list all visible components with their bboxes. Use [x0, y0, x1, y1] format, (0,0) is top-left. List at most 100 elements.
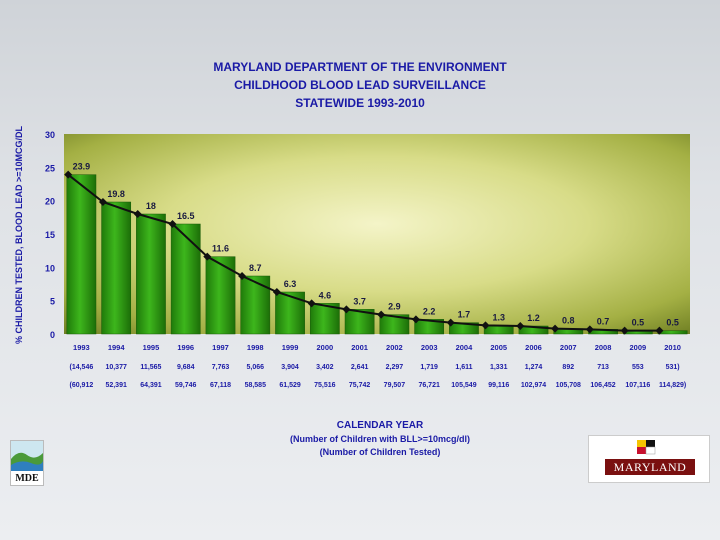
- x-tick-label: 2006: [525, 343, 542, 352]
- elevated-count-label: 892: [562, 364, 574, 371]
- x-tick-label: 2009: [629, 343, 646, 352]
- elevated-count-label: 1,274: [525, 364, 543, 371]
- elevated-count-label: 3,904: [281, 364, 299, 371]
- mde-logo-text: MDE: [15, 473, 39, 484]
- data-labels: 23.9 19.8 18 16.5 11.6 8.7 6.3 4.6 3.7 2.9 2.2 1.7 1…: [73, 162, 679, 328]
- data-label: 2.2: [423, 306, 436, 316]
- y-tick-label: 25: [45, 163, 55, 173]
- data-label: 23.9: [73, 162, 91, 172]
- tested-count-label: (60,912: [70, 382, 94, 389]
- y-axis-label: % CHILDREN TESTED, BLOOD LEAD >=10MCG/DL: [14, 125, 24, 344]
- elevated-count-label: 10,377: [105, 364, 127, 371]
- x-axis-sublabel-elevated: (Number of Children with BLL>=10mcg/dl): [289, 434, 470, 444]
- bar: [414, 319, 445, 335]
- maryland-logo: MARYLAND: [588, 435, 710, 483]
- x-tick-label: 2010: [664, 343, 681, 352]
- tested-count-label: 52,391: [105, 382, 127, 389]
- trend-marker: [585, 325, 594, 334]
- tested-count-label: 99,116: [488, 382, 509, 389]
- elevated-count-label: 2,297: [386, 364, 404, 371]
- tested-count-label: 61,529: [279, 382, 301, 389]
- elevated-count-label: (14,546: [70, 364, 94, 371]
- bar: [309, 303, 340, 335]
- y-tick-label: 5: [50, 297, 55, 307]
- x-tick-label: 2002: [386, 343, 403, 352]
- bar: [275, 291, 305, 335]
- elevated-count-label: 7,763: [212, 364, 230, 371]
- x-axis: 1993 1994 1995 1996 1997 1998 1999 2000 2001 2002…: [70, 343, 687, 389]
- x-tick-label: 1999: [282, 343, 299, 352]
- tested-count-label: 75,516: [314, 382, 336, 389]
- tested-count-label: 114,829): [659, 382, 686, 389]
- elevated-count-label: 713: [597, 364, 609, 371]
- trend-marker: [620, 326, 629, 335]
- data-label: 11.6: [212, 244, 229, 254]
- y-tick-label: 10: [45, 263, 55, 273]
- trend-marker: [481, 321, 490, 330]
- data-label: 1.2: [527, 313, 540, 323]
- bar: [518, 325, 549, 335]
- data-label: 3.7: [353, 296, 366, 306]
- tested-count-label: 79,507: [384, 382, 406, 389]
- data-label: 1.3: [492, 312, 505, 322]
- data-label: 4.6: [319, 290, 332, 300]
- bars: [66, 174, 688, 335]
- bar: [449, 322, 479, 335]
- x-axis-sublabel-tested: (Number of Children Tested): [319, 447, 441, 457]
- trend-marker: [551, 324, 560, 333]
- tested-count-label: 76,721: [418, 382, 440, 389]
- data-label: 0.8: [562, 316, 575, 326]
- trend-marker: [307, 299, 316, 308]
- trend-marker: [168, 220, 177, 228]
- elevated-count-label: 11,565: [140, 364, 161, 371]
- trend-marker: [411, 315, 420, 324]
- y-tick-label: 0: [50, 330, 55, 340]
- tested-count-label: 105,549: [451, 382, 476, 389]
- bar: [170, 223, 201, 335]
- data-label: 1.7: [458, 310, 471, 320]
- x-tick-label: 2005: [490, 343, 507, 352]
- x-tick-label: 2000: [316, 343, 333, 352]
- bar: [240, 275, 271, 335]
- plot-area: [64, 134, 690, 334]
- data-label: 16.5: [177, 211, 195, 221]
- trend-marker: [238, 272, 247, 280]
- chart-title-line3: STATEWIDE 1993-2010: [295, 96, 425, 110]
- elevated-count-label: 3,402: [316, 364, 334, 371]
- elevated-count-label: 1,611: [455, 364, 472, 371]
- x-axis-label: CALENDAR YEAR: [336, 420, 424, 431]
- trend-marker: [446, 318, 455, 327]
- elevated-count-label: 2,641: [351, 364, 369, 371]
- bar: [101, 201, 132, 335]
- x-tick-label: 1993: [73, 343, 90, 352]
- x-tick-label: 2004: [456, 343, 474, 352]
- x-tick-label: 1994: [108, 343, 126, 352]
- trend-line: [64, 170, 664, 335]
- chart-title-line2: CHILDHOOD BLOOD LEAD SURVEILLANCE: [234, 78, 486, 92]
- tested-count-label: 58,585: [245, 382, 267, 389]
- tested-count-label: 75,742: [349, 382, 371, 389]
- data-label: 6.3: [284, 279, 297, 289]
- bar: [136, 213, 166, 335]
- elevated-count-label: 9,684: [177, 364, 195, 371]
- tested-count-label: 102,974: [521, 382, 546, 389]
- bar: [205, 256, 236, 335]
- tested-count-label: 59,746: [175, 382, 197, 389]
- mde-logo: MDE: [10, 440, 44, 486]
- trend-marker: [64, 170, 73, 179]
- trend-marker: [133, 210, 142, 218]
- x-tick-label: 1997: [212, 343, 229, 352]
- data-label: 18: [146, 201, 156, 211]
- data-label: 8.7: [249, 263, 262, 273]
- data-label: 0.5: [666, 318, 679, 328]
- x-tick-label: 1998: [247, 343, 264, 352]
- data-label: 19.8: [107, 189, 125, 199]
- data-label: 0.5: [632, 318, 645, 328]
- x-tick-label: 1995: [143, 343, 160, 352]
- data-label: 2.9: [388, 302, 401, 312]
- y-tick-label: 15: [45, 230, 55, 240]
- bar: [66, 174, 97, 335]
- y-tick-label: 20: [45, 197, 55, 207]
- x-tick-label: 2003: [421, 343, 438, 352]
- elevated-count-label: 5,066: [247, 364, 265, 371]
